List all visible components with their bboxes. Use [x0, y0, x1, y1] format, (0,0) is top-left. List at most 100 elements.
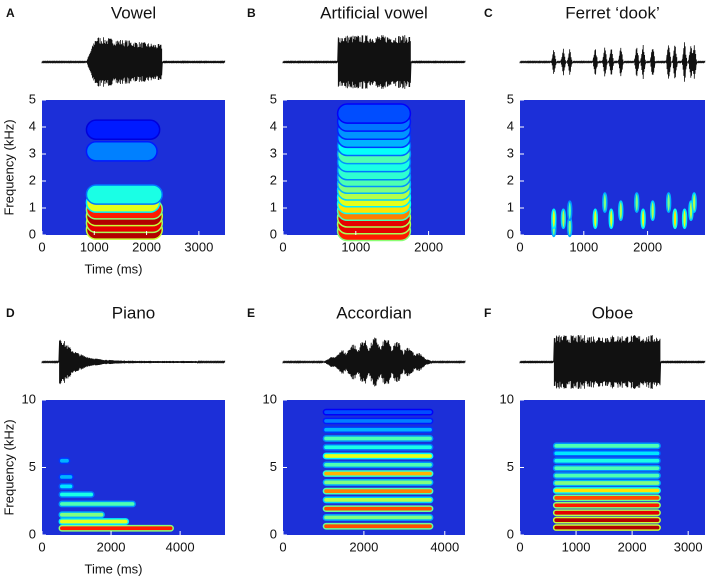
y-tick-label: 0: [507, 226, 514, 241]
x-tick-label: 0: [279, 539, 286, 554]
harmonic-band: [552, 442, 661, 450]
y-tick-label: 0: [29, 526, 36, 541]
x-tick-label: 2000: [132, 239, 161, 254]
y-tick-label: 1: [507, 199, 514, 214]
harmonic-band: [85, 140, 158, 162]
harmonic-band: [552, 509, 661, 517]
harmonic-band: [58, 511, 105, 519]
y-tick-label: 0: [29, 226, 36, 241]
x-tick-label: 2000: [633, 239, 662, 254]
waveform: [519, 335, 706, 389]
x-tick-label: 0: [516, 239, 523, 254]
panel-letter: E: [247, 306, 255, 320]
harmonic-band: [552, 479, 661, 487]
harmonic-band: [58, 500, 136, 508]
harmonic-band: [618, 200, 624, 222]
x-tick-label: 4000: [430, 539, 459, 554]
harmonic-band: [322, 426, 434, 434]
harmonic-band: [58, 483, 74, 490]
harmonic-band: [552, 524, 661, 531]
y-tick-label: 5: [507, 91, 514, 106]
harmonic-band: [322, 505, 434, 513]
y-tick-label: 3: [507, 145, 514, 160]
harmonic-band: [336, 103, 412, 124]
y-tick-label: 4: [29, 118, 36, 133]
waveform: [41, 37, 226, 87]
y-tick-label: 1: [29, 199, 36, 214]
harmonic-band: [640, 208, 646, 230]
x-tick-label: 2000: [618, 539, 647, 554]
harmonic-band: [608, 208, 614, 230]
x-tick-label: 4000: [166, 539, 195, 554]
y-tick-label: 5: [270, 91, 277, 106]
panel-title: Ferret ‘dook’: [565, 3, 659, 22]
y-tick-label: 10: [22, 391, 36, 406]
y-tick-label: 2: [507, 172, 514, 187]
x-tick-label: 0: [516, 539, 523, 554]
y-tick-label: 0: [507, 526, 514, 541]
harmonic-band: [322, 417, 434, 425]
harmonic-band: [552, 516, 661, 524]
x-tick-label: 3000: [674, 539, 703, 554]
harmonic-band: [552, 457, 661, 465]
harmonic-band: [322, 478, 434, 486]
y-tick-label: 5: [270, 459, 277, 474]
harmonic-band: [322, 470, 434, 477]
harmonic-band: [322, 435, 434, 442]
x-tick-label: 3000: [184, 239, 213, 254]
harmonic-band: [322, 461, 434, 469]
harmonic-band: [85, 184, 164, 205]
panel-title: Piano: [112, 303, 155, 322]
harmonic-band: [672, 208, 678, 230]
panel-title: Vowel: [111, 3, 156, 22]
y-tick-label: 5: [507, 459, 514, 474]
panel-letter: B: [247, 6, 256, 20]
y-tick-label: 10: [263, 391, 277, 406]
harmonic-band: [322, 514, 434, 521]
y-tick-label: 4: [270, 118, 277, 133]
x-tick-label: 0: [279, 239, 286, 254]
y-axis-label: Frequency (kHz): [1, 419, 16, 515]
y-tick-label: 5: [29, 459, 36, 474]
harmonic-band: [58, 457, 71, 465]
harmonic-band: [602, 192, 608, 213]
harmonic-band: [592, 208, 598, 230]
harmonic-band: [691, 192, 697, 213]
harmonic-band: [552, 472, 661, 479]
y-tick-label: 3: [270, 145, 277, 160]
panel-title: Accordian: [336, 303, 412, 322]
harmonic-band: [552, 501, 661, 509]
x-tick-label: 2000: [349, 539, 378, 554]
harmonic-band: [322, 522, 434, 530]
x-tick-label: 2000: [414, 239, 443, 254]
harmonic-band: [551, 208, 557, 230]
x-axis-label: Time (ms): [84, 261, 142, 276]
harmonic-band: [650, 200, 656, 222]
harmonic-band: [322, 496, 434, 504]
waveform: [282, 35, 466, 89]
harmonic-band: [322, 443, 434, 451]
x-tick-label: 1000: [341, 239, 370, 254]
panel-letter: D: [6, 306, 15, 320]
waveform: [41, 339, 226, 385]
waveform: [282, 337, 466, 387]
y-tick-label: 2: [29, 172, 36, 187]
x-tick-label: 1000: [80, 239, 109, 254]
harmonic-band: [552, 464, 661, 472]
harmonic-band: [552, 494, 661, 502]
panel-title: Oboe: [592, 303, 634, 322]
harmonic-band: [58, 473, 74, 481]
panel-letter: A: [6, 6, 15, 20]
y-tick-label: 0: [270, 226, 277, 241]
panel-title: Artificial vowel: [320, 3, 428, 22]
y-tick-label: 10: [500, 391, 514, 406]
x-axis-label: Time (ms): [84, 561, 142, 576]
x-tick-label: 1000: [562, 539, 591, 554]
harmonic-band: [58, 518, 130, 525]
y-axis-label: Frequency (kHz): [1, 119, 16, 215]
x-tick-label: 0: [38, 539, 45, 554]
y-tick-label: 4: [507, 118, 514, 133]
harmonic-band: [58, 524, 174, 532]
harmonic-band: [322, 408, 434, 416]
y-tick-label: 0: [270, 526, 277, 541]
